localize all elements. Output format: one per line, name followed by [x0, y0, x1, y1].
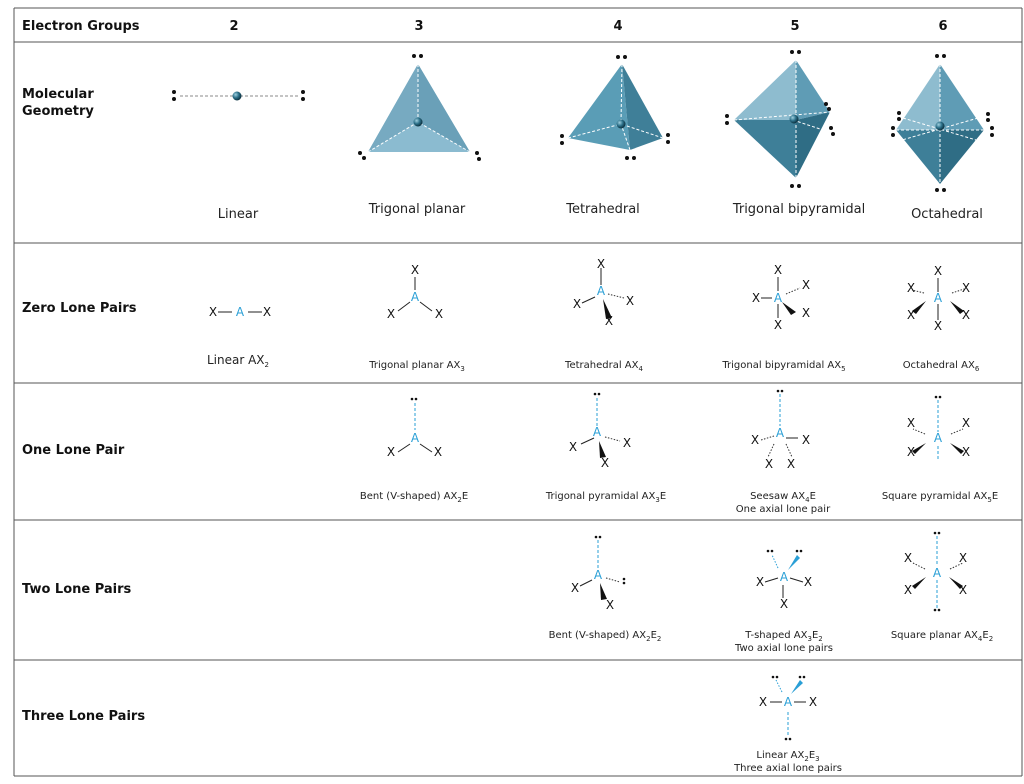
ligand-atom-label: X [774, 263, 782, 277]
ligand-atom-label: X [774, 318, 782, 332]
ligand-atom-label: X [571, 581, 579, 595]
ligand-atom-label: X [804, 575, 812, 589]
caption-three-lone-pairs-0: Linear AX2E3 [756, 750, 819, 763]
ligand-atom-label: X [934, 264, 942, 278]
caption-two-lone-pairs-1: T-shaped AX3E2 [744, 630, 822, 643]
ligand-atom-label: X [263, 305, 271, 319]
caption-two-lone-pairs-0: Bent (V-shaped) AX2E2 [549, 630, 662, 643]
central-atom-label: A [776, 426, 785, 440]
caption-zero-lone-pairs-2: Tetrahedral AX4 [564, 360, 643, 373]
caption-one-lone-pair-1: Trigonal pyramidal AX3E [545, 491, 666, 504]
ligand-atom-label: X [959, 583, 967, 597]
ligand-atom-label: X [765, 457, 773, 471]
ligand-atom-label: X [387, 445, 395, 459]
central-atom-label: A [780, 570, 789, 584]
ligand-atom-label: X [573, 297, 581, 311]
geometry-name-octahedral: Octahedral [911, 207, 983, 222]
caption-one-lone-pair-3: Square pyramidal AX5E [882, 491, 998, 504]
trigonal-planar-model [358, 54, 481, 161]
ligand-atom-label: X [623, 436, 631, 450]
ligand-atom-label: X [787, 457, 795, 471]
caption-one-lone-pair-2: Seesaw AX4E [750, 491, 816, 504]
row-label-one-lone-pair: One Lone Pair [22, 443, 125, 458]
ligand-atom-label: X [802, 433, 810, 447]
column-header-6: 6 [938, 19, 947, 34]
central-atom-label: A [933, 566, 942, 580]
row-label-three-lone-pairs: Three Lone Pairs [22, 709, 145, 724]
column-header-3: 3 [414, 19, 423, 34]
row-label-zero-lone-pairs: Zero Lone Pairs [22, 301, 137, 316]
column-header-4: 4 [613, 19, 622, 34]
central-atom-label: A [411, 290, 420, 304]
ligand-atom-label: X [387, 307, 395, 321]
caption-zero-lone-pairs-1: Trigonal planar AX3 [368, 360, 465, 373]
electron-groups-header: Electron Groups [22, 19, 140, 34]
octahedral-model [891, 54, 994, 192]
central-atom-label: A [934, 291, 943, 305]
column-header-5: 5 [790, 19, 799, 34]
geometry-name-linear: Linear [218, 207, 259, 222]
ligand-atom-label: X [601, 456, 609, 470]
caption-two-lone-pairs-1-note: Two axial lone pairs [734, 643, 833, 654]
trigonal-bipyramidal-model [725, 50, 835, 188]
geometry-name-tetrahedral: Tetrahedral [565, 202, 640, 217]
ligand-atom-label: X [209, 305, 217, 319]
central-atom-label: A [934, 431, 943, 445]
caption-two-lone-pairs-2: Square planar AX4E2 [891, 630, 993, 643]
linear-geometry-model [172, 90, 305, 101]
ligand-atom-label: X [751, 433, 759, 447]
caption-one-lone-pair-0: Bent (V-shaped) AX2E [360, 491, 468, 504]
ligand-atom-label: X [569, 440, 577, 454]
ligand-atom-label: X [756, 575, 764, 589]
ligand-atom-label: X [411, 263, 419, 277]
column-header-2: 2 [229, 19, 238, 34]
ligand-atom-label: X [435, 307, 443, 321]
ligand-atom-label: X [780, 597, 788, 611]
ligand-atom-label: X [962, 416, 970, 430]
ligand-atom-label: X [934, 319, 942, 333]
ligand-atom-label: X [962, 445, 970, 459]
ligand-atom-label: X [802, 306, 810, 320]
geometry-name-trigonal-bipyramidal: Trigonal bipyramidal [732, 202, 865, 217]
central-atom-label: A [411, 431, 420, 445]
ligand-atom-label: X [959, 551, 967, 565]
row-label-two-lone-pairs: Two Lone Pairs [22, 582, 132, 597]
central-atom-label: A [593, 425, 602, 439]
ligand-atom-label: X [802, 278, 810, 292]
table-grid [13, 7, 1023, 777]
central-atom-label: A [597, 284, 606, 298]
ligand-atom-label: X [597, 257, 605, 271]
ligand-atom-label: X [907, 281, 915, 295]
ligand-atom-label: X [904, 551, 912, 565]
structural-diagrams [218, 268, 965, 741]
tetrahedral-model [560, 55, 670, 160]
central-atom-label: A [594, 568, 603, 582]
ligand-atom-label: X [907, 308, 915, 322]
ligand-atom-label: X [434, 445, 442, 459]
ligand-atom-label: X [809, 695, 817, 709]
ligand-atom-label: X [907, 416, 915, 430]
row-label-molecular-geometry: Molecular Geometry [22, 87, 94, 119]
caption-zero-lone-pairs-0: Linear AX2 [207, 353, 269, 369]
ligand-atom-label: X [962, 308, 970, 322]
ligand-atom-label: X [606, 598, 614, 612]
central-atom-label: A [774, 291, 783, 305]
geometry-name-trigonal-planar: Trigonal planar [368, 202, 466, 217]
ligand-atom-label: X [962, 281, 970, 295]
caption-zero-lone-pairs-4: Octahedral AX6 [903, 360, 980, 373]
caption-one-lone-pair-2-note: One axial lone pair [736, 504, 831, 515]
ligand-atom-label: X [904, 583, 912, 597]
ligand-atom-label: X [626, 294, 634, 308]
ligand-atom-label: X [752, 291, 760, 305]
shape-captions: Linear AX2 Trigonal planar AX3 Tetrahedral… [207, 353, 998, 774]
central-atom-label: A [236, 305, 245, 319]
ligand-atom-label: X [605, 314, 613, 328]
ligand-atom-label: X [907, 445, 915, 459]
caption-zero-lone-pairs-3: Trigonal bipyramidal AX5 [721, 360, 845, 373]
caption-three-lone-pairs-0-note: Three axial lone pairs [733, 763, 842, 774]
central-atom-label: A [784, 695, 793, 709]
ligand-atom-label: X [759, 695, 767, 709]
